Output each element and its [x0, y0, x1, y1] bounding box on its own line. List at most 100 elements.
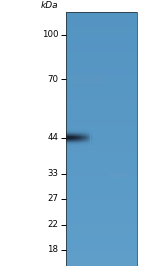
Bar: [83, 136, 84, 137]
Bar: [79, 127, 80, 128]
Bar: [66, 244, 137, 245]
Bar: [73, 75, 105, 76]
Bar: [66, 78, 137, 79]
Bar: [85, 145, 86, 146]
Bar: [75, 136, 76, 137]
Bar: [76, 149, 77, 150]
Bar: [66, 219, 137, 220]
Bar: [81, 131, 82, 132]
Bar: [74, 137, 75, 138]
Bar: [85, 130, 86, 131]
Bar: [79, 137, 80, 138]
Bar: [91, 145, 92, 146]
Bar: [66, 14, 137, 15]
Bar: [66, 58, 137, 60]
Bar: [77, 137, 78, 138]
Bar: [66, 15, 137, 16]
Bar: [71, 143, 72, 144]
Bar: [79, 140, 80, 141]
Bar: [74, 126, 75, 127]
Bar: [79, 133, 80, 134]
Bar: [66, 23, 137, 24]
Bar: [66, 25, 137, 26]
Bar: [83, 132, 84, 133]
Bar: [68, 135, 69, 136]
Bar: [78, 140, 79, 141]
Bar: [72, 137, 73, 138]
Bar: [87, 143, 88, 144]
Bar: [84, 138, 85, 139]
Bar: [73, 77, 105, 78]
Bar: [85, 147, 86, 148]
Bar: [66, 169, 137, 170]
Bar: [89, 132, 90, 133]
Bar: [85, 126, 86, 127]
Bar: [66, 68, 137, 69]
Bar: [81, 146, 82, 147]
Bar: [85, 132, 86, 133]
Bar: [90, 133, 91, 134]
Bar: [77, 134, 78, 135]
Bar: [72, 132, 73, 133]
Bar: [83, 150, 84, 151]
Bar: [67, 148, 68, 149]
Bar: [73, 126, 74, 127]
Bar: [66, 141, 67, 142]
Bar: [66, 50, 137, 51]
Bar: [68, 128, 69, 129]
Bar: [76, 137, 77, 138]
Bar: [74, 141, 75, 142]
Bar: [66, 133, 137, 134]
Bar: [66, 252, 137, 253]
Bar: [66, 197, 137, 198]
Bar: [88, 150, 89, 151]
Bar: [66, 140, 67, 141]
Bar: [89, 138, 90, 139]
Bar: [85, 144, 86, 145]
Bar: [66, 226, 137, 227]
Bar: [72, 130, 73, 131]
Bar: [66, 66, 137, 67]
Bar: [86, 129, 87, 130]
Bar: [66, 97, 137, 98]
Bar: [66, 213, 137, 214]
Bar: [71, 129, 72, 130]
Bar: [74, 128, 75, 129]
Bar: [77, 131, 78, 132]
Bar: [69, 143, 70, 144]
Bar: [66, 83, 137, 84]
Bar: [66, 128, 137, 129]
Bar: [88, 135, 89, 136]
Bar: [89, 141, 90, 142]
Bar: [91, 128, 92, 129]
Bar: [68, 130, 69, 131]
Bar: [66, 248, 137, 249]
Bar: [70, 146, 71, 147]
Bar: [86, 145, 87, 146]
Bar: [78, 130, 79, 131]
Bar: [66, 56, 137, 57]
Bar: [77, 149, 78, 150]
Bar: [91, 137, 92, 138]
Bar: [83, 139, 84, 140]
Bar: [86, 132, 87, 133]
Bar: [72, 150, 73, 151]
Bar: [74, 147, 75, 148]
Bar: [68, 133, 69, 134]
Bar: [78, 150, 79, 151]
Bar: [66, 94, 137, 95]
Bar: [88, 128, 89, 129]
Bar: [66, 125, 67, 126]
Bar: [66, 184, 137, 185]
Bar: [86, 149, 87, 150]
Bar: [88, 136, 89, 137]
Bar: [66, 129, 67, 130]
Bar: [84, 145, 85, 146]
Bar: [90, 150, 91, 151]
Bar: [66, 59, 137, 60]
Bar: [92, 134, 93, 135]
Bar: [67, 129, 68, 130]
Bar: [66, 192, 137, 193]
Bar: [66, 206, 137, 207]
Bar: [66, 29, 137, 30]
